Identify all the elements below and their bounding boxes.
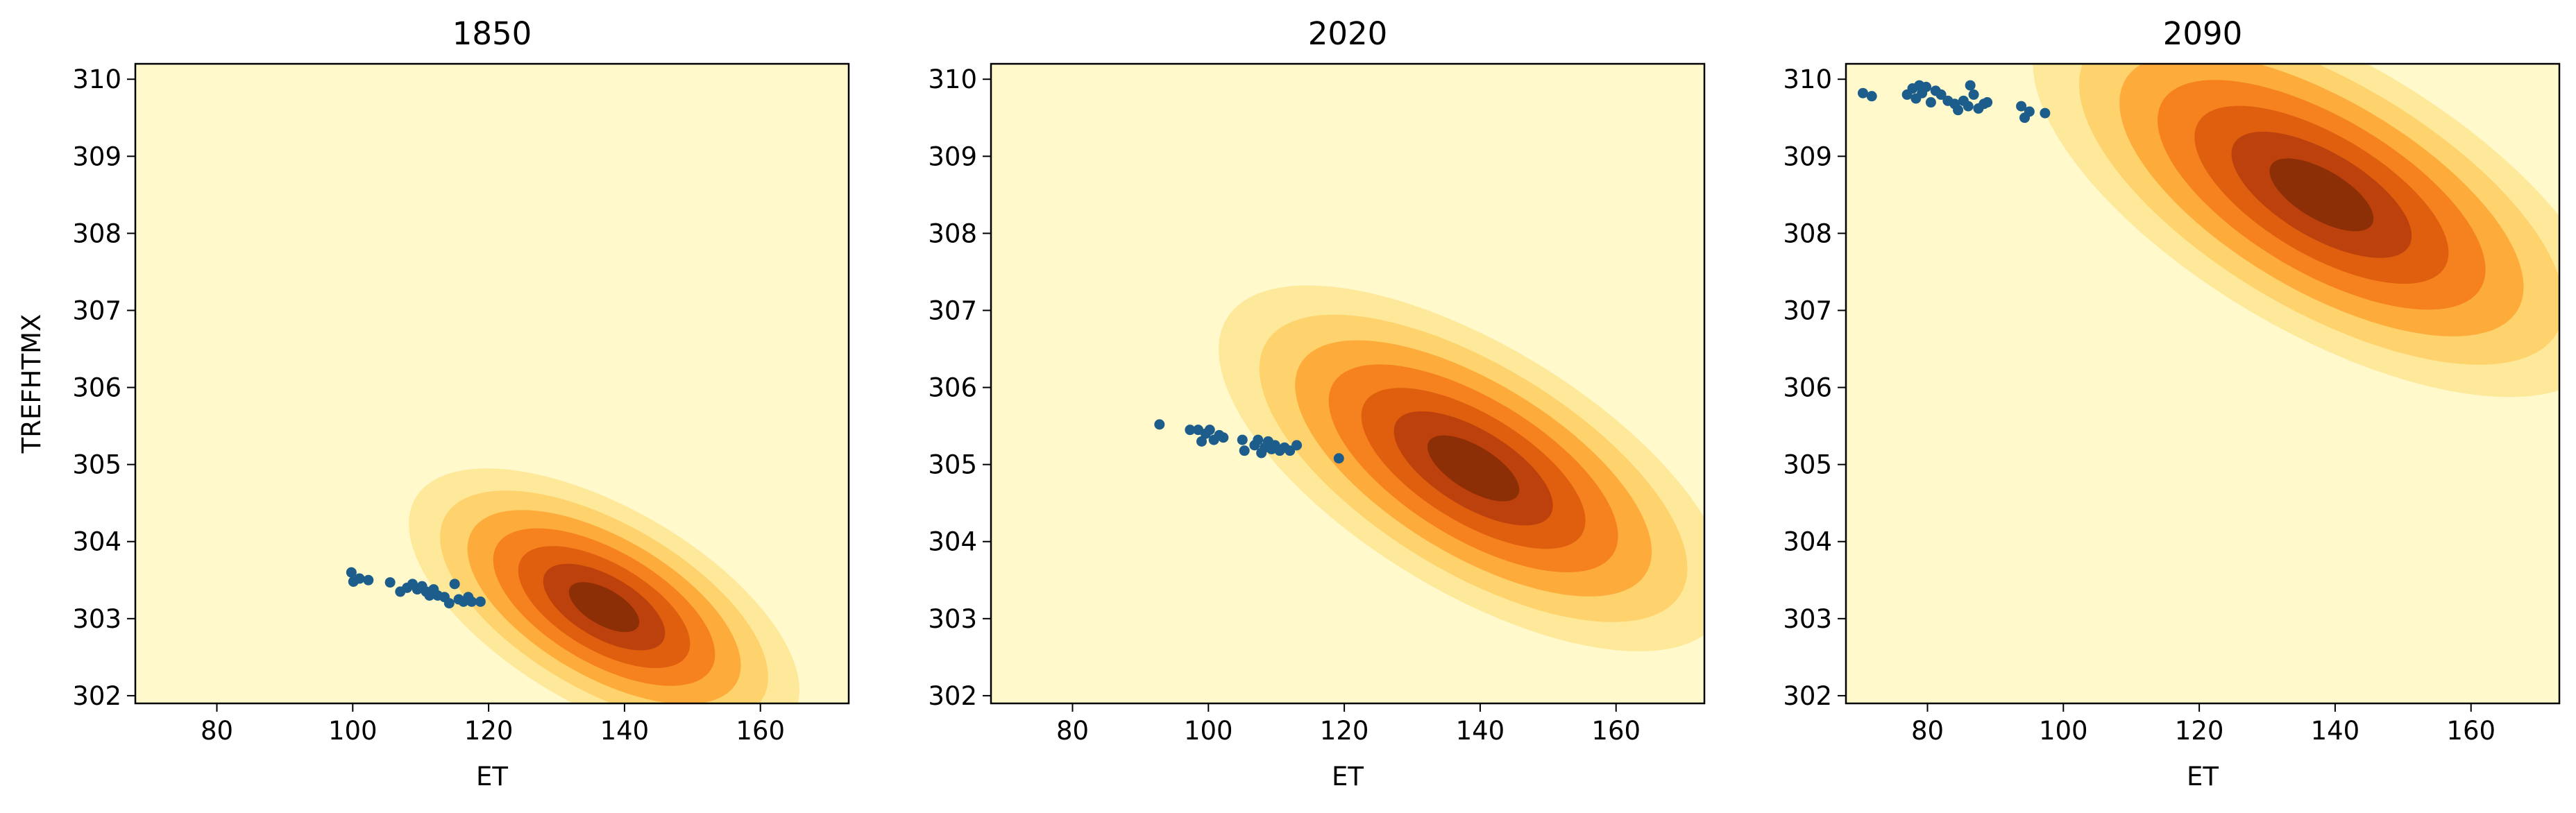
axes-frame xyxy=(990,62,1706,705)
panel-1850: 80 100 120 140 160 302 303 304 305 306 307 308 309 31… xyxy=(17,15,850,791)
density-band-7 xyxy=(1427,435,1520,502)
panel-title: 2090 xyxy=(2163,15,2243,52)
y-tick-label: 308 xyxy=(1783,219,1832,248)
scatter-points xyxy=(1857,80,2051,123)
density-contours xyxy=(409,468,799,703)
scatter-point xyxy=(1291,440,1303,451)
y-tick-label: 304 xyxy=(1783,527,1832,557)
scatter-point xyxy=(1253,434,1264,445)
y-tick-label: 307 xyxy=(72,296,121,325)
y-tick-label: 304 xyxy=(72,527,121,557)
x-tick-label: 80 xyxy=(1911,716,1944,746)
panel-title: 1850 xyxy=(452,15,532,52)
scatter-point xyxy=(1925,97,1936,108)
x-axis-label: ET xyxy=(1332,762,1364,791)
y-axis-label: TREFHTMX xyxy=(17,314,46,454)
scatter-point xyxy=(1968,89,1979,100)
scatter-point xyxy=(1239,445,1250,456)
scatter-point xyxy=(363,574,374,585)
y-tick-label: 310 xyxy=(928,65,977,94)
y-tick-label: 307 xyxy=(928,296,977,325)
x-tick-label: 100 xyxy=(1184,716,1233,746)
axes-frame xyxy=(1845,62,2561,705)
x-tick-label: 160 xyxy=(736,716,785,746)
y-tick-label: 307 xyxy=(1783,296,1832,325)
y-tick-label: 303 xyxy=(1783,604,1832,634)
scatter-point xyxy=(346,567,357,578)
y-tick-label: 309 xyxy=(928,142,977,171)
y-tick-label: 302 xyxy=(928,681,977,711)
y-tick-label: 306 xyxy=(928,373,977,403)
scatter-point xyxy=(1965,80,1976,91)
y-tick-label: 304 xyxy=(928,527,977,557)
x-tick-label: 140 xyxy=(2311,716,2360,746)
scatter-point xyxy=(2024,106,2035,117)
scatter-point xyxy=(443,598,455,609)
x-tick-label: 100 xyxy=(2039,716,2088,746)
y-tick-label: 308 xyxy=(72,219,121,248)
panel-2020: 80 100 120 140 160 302 303 304 305 306 307 308 309 31… xyxy=(928,15,1706,791)
y-tick-label: 306 xyxy=(72,373,121,403)
scatter-point xyxy=(384,577,396,588)
x-tick-label: 140 xyxy=(600,716,650,746)
y-tick-label: 310 xyxy=(72,65,121,94)
scatter-point xyxy=(1154,419,1165,430)
scatter-point xyxy=(1333,453,1344,464)
scatter-point xyxy=(1921,81,1932,92)
y-tick-label: 310 xyxy=(1783,65,1832,94)
density-contours xyxy=(1219,285,1704,651)
axes-frame xyxy=(134,62,850,705)
scatter-point xyxy=(1866,91,1877,102)
scatter-point xyxy=(1953,105,1964,116)
y-tick-label: 303 xyxy=(928,604,977,634)
x-tick-label: 120 xyxy=(1320,716,1369,746)
x-tick-label: 120 xyxy=(2175,716,2224,746)
y-tick-label: 309 xyxy=(72,142,121,171)
x-tick-label: 120 xyxy=(464,716,514,746)
density-band-7 xyxy=(2269,158,2374,232)
scatter-point xyxy=(1204,425,1215,436)
x-tick-label: 80 xyxy=(1056,716,1089,746)
scatter-point xyxy=(1185,425,1196,436)
y-tick-label: 305 xyxy=(72,450,121,480)
scatter-point xyxy=(449,579,460,590)
scatter-point xyxy=(1935,89,1947,100)
scatter-point xyxy=(466,596,477,607)
x-axis-label: ET xyxy=(2187,762,2219,791)
panel-title: 2020 xyxy=(1308,15,1388,52)
scatter-point xyxy=(1196,436,1208,447)
panel-2090: 80 100 120 140 160 302 303 304 305 306 307 308 309 31… xyxy=(1783,15,2561,791)
y-tick-label: 303 xyxy=(72,604,121,634)
x-tick-label: 160 xyxy=(2446,716,2496,746)
x-tick-label: 100 xyxy=(328,716,378,746)
scatter-points xyxy=(346,567,486,609)
density-band-7 xyxy=(568,582,640,633)
x-axis-label: ET xyxy=(476,762,508,791)
x-tick-label: 140 xyxy=(1456,716,1505,746)
y-tick-label: 302 xyxy=(1783,681,1832,711)
scatter-point xyxy=(354,573,365,584)
y-tick-label: 305 xyxy=(1783,450,1832,480)
scatter-point xyxy=(2016,101,2027,112)
x-tick-label: 160 xyxy=(1591,716,1641,746)
scatter-point xyxy=(475,596,486,607)
x-tick-label: 80 xyxy=(201,716,233,746)
scatter-point xyxy=(1963,101,1974,112)
y-tick-label: 308 xyxy=(928,219,977,248)
scatter-point xyxy=(1218,432,1229,443)
y-tick-label: 309 xyxy=(1783,142,1832,171)
y-tick-label: 302 xyxy=(72,681,121,711)
scatter-point xyxy=(1237,434,1248,445)
scatter-point xyxy=(1982,97,1993,108)
density-contours xyxy=(2033,64,2559,397)
scatter-point xyxy=(2040,108,2051,119)
y-tick-label: 305 xyxy=(928,450,977,480)
y-tick-label: 306 xyxy=(1783,373,1832,403)
scatter-points xyxy=(1154,419,1344,464)
scatter-point xyxy=(1857,87,1868,99)
